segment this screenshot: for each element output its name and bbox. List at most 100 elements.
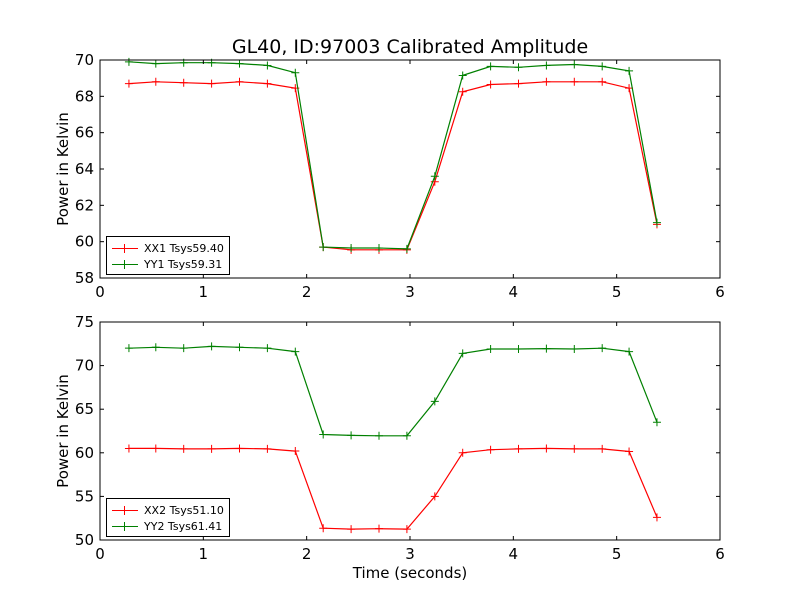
data-point: [625, 347, 634, 356]
data-point: [486, 345, 495, 354]
data-point: [430, 397, 439, 406]
data-point: [375, 524, 383, 533]
data-point: [625, 447, 634, 456]
x-tick-label: 4: [509, 545, 519, 563]
legend-label: YY2 Tsys61.41: [144, 519, 223, 533]
data-point: [235, 77, 244, 86]
data-point: [179, 344, 188, 353]
series-line: [128, 345, 658, 437]
y-tick-label: 64: [75, 160, 94, 178]
data-point: [124, 79, 133, 88]
data-point: [514, 63, 523, 72]
y-tick-label: 75: [75, 313, 94, 331]
data-point: [235, 59, 244, 68]
y-tick-label: 50: [75, 531, 94, 549]
y-tick-label: 70: [75, 51, 94, 69]
x-tick-label: 0: [95, 283, 105, 301]
data-point: [652, 218, 661, 227]
data-point: [151, 444, 160, 453]
data-point: [625, 66, 634, 75]
data-point: [207, 444, 216, 453]
x-tick-label: 5: [612, 283, 622, 301]
data-point: [347, 431, 356, 440]
bottom-legend: XX2 Tsys51.10 YY2 Tsys61.41: [106, 498, 230, 537]
data-point: [291, 347, 300, 356]
data-point: [263, 344, 272, 353]
data-point: [375, 244, 383, 253]
x-tick-label: 4: [509, 283, 519, 301]
series-line: [128, 61, 658, 250]
data-point: [430, 492, 439, 501]
y-tick-label: 55: [75, 487, 94, 505]
data-point: [652, 513, 661, 522]
data-point: [458, 448, 467, 457]
data-point: [458, 71, 467, 80]
y-tick-label: 70: [75, 357, 94, 375]
x-tick-label: 3: [405, 545, 415, 563]
x-tick-label: 1: [199, 283, 209, 301]
data-point: [151, 59, 160, 68]
x-tick-label: 5: [612, 545, 622, 563]
legend-entry: YY1 Tsys59.31: [112, 256, 224, 272]
y-tick-label: 60: [75, 444, 94, 462]
data-point: [207, 342, 216, 351]
data-point: [319, 430, 328, 439]
data-point: [291, 68, 300, 77]
data-point: [402, 431, 411, 440]
data-point: [179, 78, 188, 87]
bottom-panel: 0 1 2 3 4 5 6 50 55 60 65 70 75 Power in Kelvin Time (…: [54, 313, 725, 582]
data-point: [124, 57, 133, 66]
legend-entry: XX2 Tsys51.10: [112, 502, 224, 518]
data-point: [347, 525, 356, 534]
series-line: [128, 447, 658, 530]
y-tick-label: 62: [75, 196, 94, 214]
data-point: [598, 62, 607, 71]
legend-swatch: [112, 520, 138, 532]
data-point: [542, 344, 551, 353]
chart-title: GL40, ID:97003 Calibrated Amplitude: [232, 36, 588, 58]
data-point: [598, 344, 607, 353]
data-point: [542, 61, 551, 70]
data-point: [652, 418, 661, 427]
data-point: [319, 243, 328, 252]
legend-swatch: [112, 242, 138, 254]
y-tick-label: 58: [75, 269, 94, 287]
data-point: [570, 60, 579, 69]
data-point: [458, 349, 467, 358]
data-point: [235, 343, 244, 352]
data-point: [486, 445, 495, 454]
data-point: [486, 80, 495, 89]
y-axis-label: Power in Kelvin: [54, 374, 72, 488]
x-tick-label: 3: [405, 283, 415, 301]
x-tick-label: 6: [715, 283, 725, 301]
y-axis-label: Power in Kelvin: [54, 112, 72, 226]
data-point: [124, 444, 133, 453]
data-point: [179, 444, 188, 453]
x-tick-label: 2: [302, 545, 312, 563]
data-point: [151, 77, 160, 86]
data-point: [514, 79, 523, 88]
data-point: [402, 525, 411, 534]
data-point: [151, 343, 160, 352]
y-tick-label: 60: [75, 233, 94, 251]
legend-entry: XX1 Tsys59.40: [112, 240, 224, 256]
legend-swatch: [112, 258, 138, 270]
data-point: [124, 344, 133, 353]
data-point: [514, 444, 523, 453]
data-point: [207, 79, 216, 88]
y-tick-label: 65: [75, 400, 94, 418]
data-point: [486, 62, 495, 71]
top-legend: XX1 Tsys59.40 YY1 Tsys59.31: [106, 236, 230, 275]
legend-entry: YY2 Tsys61.41: [112, 518, 224, 534]
y-tick-label: 68: [75, 87, 94, 105]
legend-label: XX2 Tsys51.10: [144, 503, 224, 517]
data-point: [319, 524, 328, 533]
data-point: [430, 172, 439, 181]
data-point: [570, 77, 579, 86]
data-point: [235, 444, 244, 453]
data-point: [542, 77, 551, 86]
legend-label: YY1 Tsys59.31: [144, 257, 223, 271]
data-point: [458, 87, 467, 96]
data-point: [514, 345, 523, 354]
